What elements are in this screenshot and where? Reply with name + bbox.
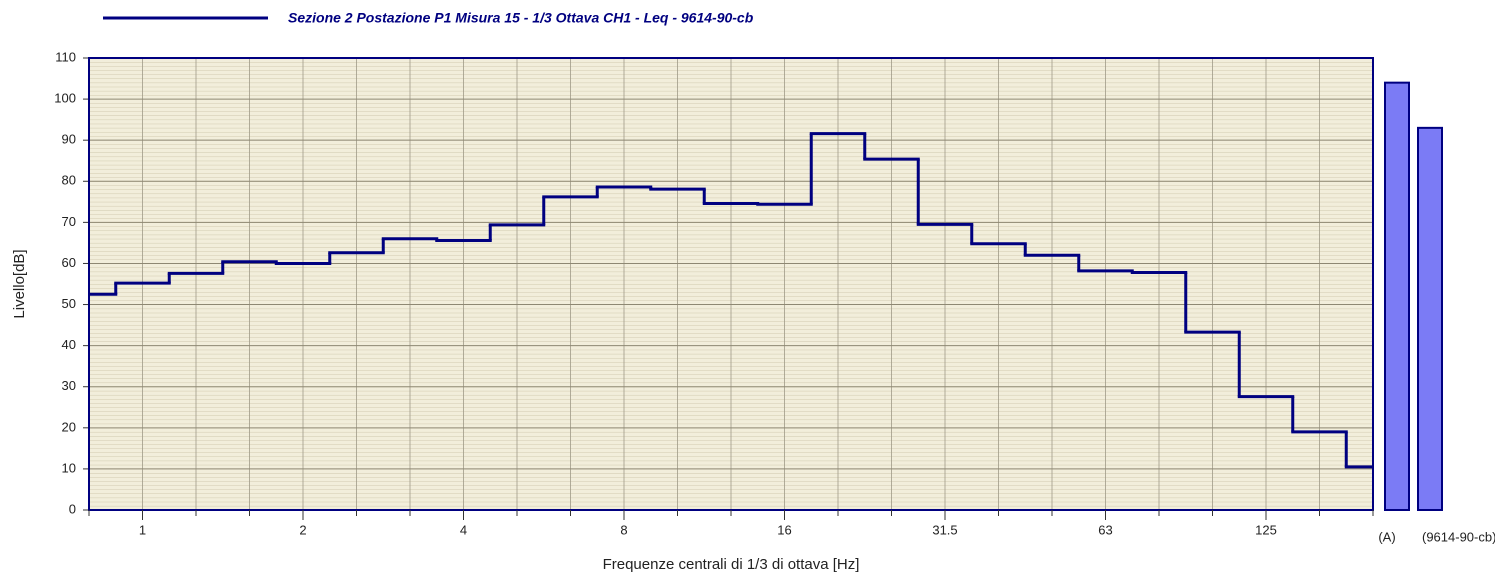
y-tick-label: 60 xyxy=(62,255,76,270)
x-tick-label: 1 xyxy=(139,522,146,537)
x-tick-label: 16 xyxy=(777,522,791,537)
y-tick-label: 0 xyxy=(69,501,76,516)
x-tick-label: 125 xyxy=(1255,522,1277,537)
x-tick-label: 4 xyxy=(460,522,467,537)
y-tick-label: 30 xyxy=(62,378,76,393)
y-tick-label: 110 xyxy=(55,49,76,64)
y-tick-label: 80 xyxy=(62,173,76,188)
x-tick-label: 31.5 xyxy=(932,522,957,537)
y-tick-label: 70 xyxy=(62,214,76,229)
x-axis-title: Frequenze centrali di 1/3 di ottava [Hz] xyxy=(603,556,860,573)
bar-label: (9614-90-cb) xyxy=(1422,529,1495,544)
x-tick-label: 8 xyxy=(620,522,627,537)
x-tick-label: 2 xyxy=(299,522,306,537)
legend-label: Sezione 2 Postazione P1 Misura 15 - 1/3 … xyxy=(288,10,754,26)
bar xyxy=(1384,81,1410,512)
y-tick-label: 50 xyxy=(62,296,76,311)
y-tick-label: 100 xyxy=(54,91,76,106)
y-tick-label: 10 xyxy=(62,460,76,475)
bar-label: (A) xyxy=(1378,529,1395,544)
bar xyxy=(1417,126,1443,511)
y-tick-label: 90 xyxy=(62,132,76,147)
y-axis-title: Livello[dB] xyxy=(11,249,28,318)
y-tick-label: 20 xyxy=(62,419,76,434)
y-tick-label: 40 xyxy=(62,337,76,352)
x-tick-label: 63 xyxy=(1098,522,1112,537)
